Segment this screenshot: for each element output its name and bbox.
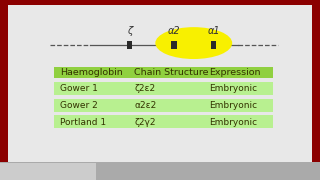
- Ellipse shape: [155, 27, 232, 59]
- Text: α1: α1: [207, 26, 220, 36]
- FancyBboxPatch shape: [54, 82, 273, 95]
- Text: Gower 2: Gower 2: [60, 101, 98, 110]
- Text: α2: α2: [168, 26, 180, 36]
- FancyBboxPatch shape: [54, 99, 273, 112]
- Text: ζ: ζ: [127, 26, 132, 36]
- Bar: [126, 41, 132, 49]
- Text: Portland 1: Portland 1: [60, 118, 106, 127]
- Bar: [211, 41, 216, 49]
- Text: Haemoglobin: Haemoglobin: [60, 68, 123, 77]
- FancyBboxPatch shape: [54, 115, 273, 128]
- Text: Embryonic: Embryonic: [209, 84, 257, 93]
- Text: Embryonic: Embryonic: [209, 118, 257, 127]
- Text: ζ2ε2: ζ2ε2: [134, 84, 156, 93]
- Text: Chain Structure: Chain Structure: [134, 68, 209, 77]
- Text: Gower 1: Gower 1: [60, 84, 98, 93]
- Bar: [171, 41, 177, 49]
- Text: ζ2γ2: ζ2γ2: [134, 118, 156, 127]
- Text: Embryonic: Embryonic: [209, 101, 257, 110]
- Text: Expression: Expression: [209, 68, 260, 77]
- FancyBboxPatch shape: [54, 67, 273, 78]
- Text: α2ε2: α2ε2: [134, 101, 156, 110]
